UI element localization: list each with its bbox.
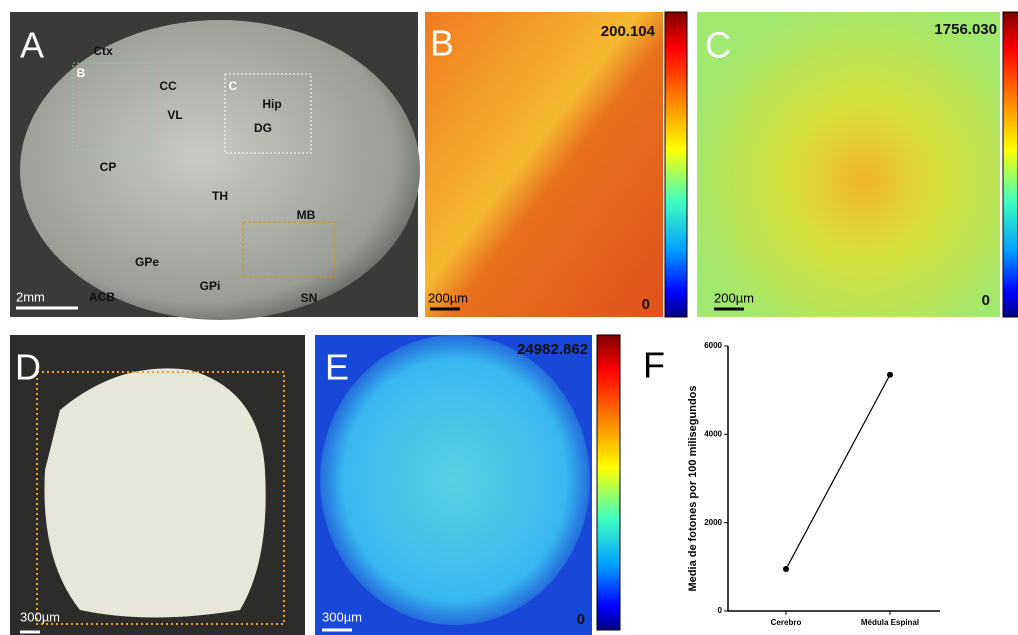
scale-bar-label: 200µm xyxy=(428,290,468,305)
annotation: ACB xyxy=(89,290,115,304)
colorbar-max: 24982.862 xyxy=(517,341,588,358)
line xyxy=(786,375,890,569)
annotation: GPe xyxy=(135,255,159,269)
scale-bar-label: 2mm xyxy=(16,289,45,304)
scale-bar-label: 300µm xyxy=(322,609,362,624)
annotation: SN xyxy=(301,291,318,305)
y-tick-label: 2000 xyxy=(704,518,722,527)
colorbar-max: 200.104 xyxy=(601,23,656,40)
image-b xyxy=(425,12,663,317)
colorbar-min: 0 xyxy=(982,292,990,309)
panel-f: 0 2000 4000 6000 Media de fotones por 100 mi… xyxy=(687,341,940,627)
figure: 0 2000 4000 6000 Media de fotones por 100 mi… xyxy=(0,0,1018,635)
panel-label: A xyxy=(20,25,44,66)
panel-label: D xyxy=(15,347,41,388)
tissue xyxy=(20,20,420,320)
y-tick-label: 4000 xyxy=(704,429,722,438)
panel-a xyxy=(10,12,420,320)
panel-label: B xyxy=(430,23,454,64)
annotation: VL xyxy=(167,108,182,122)
annotation: B xyxy=(77,66,86,80)
y-tick-label: 0 xyxy=(718,606,723,615)
y-tick-label: 6000 xyxy=(704,341,722,350)
panel-label: C xyxy=(705,25,731,66)
colorbar xyxy=(1003,12,1018,317)
annotation: Ctx xyxy=(93,44,113,58)
panel-label: E xyxy=(325,347,349,388)
annotation: C xyxy=(229,79,238,93)
point xyxy=(783,566,789,572)
colorbar xyxy=(597,335,620,630)
colorbar xyxy=(665,12,687,317)
scale-bar-label: 200µm xyxy=(714,290,754,305)
annotation: GPi xyxy=(200,279,221,293)
scale-bar-label: 300µm xyxy=(20,609,60,624)
x-tick-label: Médula Espinal xyxy=(861,618,919,627)
point xyxy=(887,372,893,378)
y-axis-label: Media de fotones por 100 milisegundos xyxy=(687,386,699,592)
panel-label: F xyxy=(643,345,665,386)
image-c xyxy=(697,12,1000,317)
annotation: MB xyxy=(297,208,316,222)
annotation: CP xyxy=(100,160,117,174)
colorbar-min: 0 xyxy=(642,296,650,313)
annotation: TH xyxy=(212,189,228,203)
colorbar-max: 1756.030 xyxy=(934,21,997,38)
tissue xyxy=(44,368,265,617)
annotation: CC xyxy=(159,79,177,93)
colorbar-min: 0 xyxy=(577,611,585,628)
annotation: DG xyxy=(254,121,272,135)
annotation: Hip xyxy=(262,97,281,111)
x-tick-label: Cerebro xyxy=(771,618,802,627)
tissue xyxy=(320,335,590,625)
